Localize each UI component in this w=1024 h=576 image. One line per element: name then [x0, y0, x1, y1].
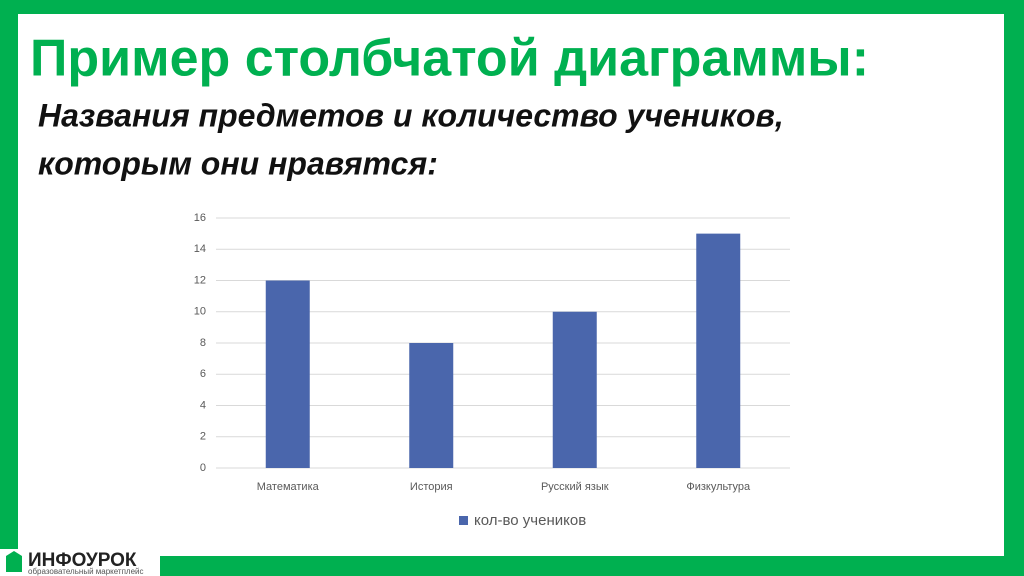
x-tick-label: Русский язык: [541, 481, 609, 493]
bar: [696, 233, 741, 468]
x-tick-label: Математика: [257, 481, 320, 493]
logo-box: [0, 549, 160, 576]
y-tick-label: 10: [194, 306, 206, 318]
legend-swatch: [459, 516, 468, 525]
x-tick-label: Физкультура: [686, 481, 751, 493]
logo-tagline: образовательный маркетплейс: [28, 567, 144, 576]
slide-subtitle: Названия предметов и количество учеников…: [38, 97, 784, 133]
slide-subtitle: которым они нравятся:: [38, 145, 438, 181]
y-tick-label: 14: [194, 243, 206, 255]
bar: [265, 280, 310, 468]
y-tick-label: 0: [200, 462, 206, 474]
slide-body: [18, 14, 1004, 556]
logo-icon: [6, 551, 22, 572]
legend-label: кол-во учеников: [474, 512, 586, 529]
bar: [552, 311, 597, 468]
bar: [409, 343, 454, 468]
chart: 0 2 4 6 8 10 12 14 16 Математика История Русский яз…: [194, 212, 790, 529]
logo-text: ИНФОУРОК: [28, 550, 137, 571]
slide-title: Пример столбчатой диаграммы:: [30, 30, 869, 88]
x-tick-label: История: [410, 481, 453, 493]
y-tick-label: 6: [200, 368, 206, 380]
y-tick-label: 8: [200, 337, 206, 349]
y-tick-label: 2: [200, 431, 206, 443]
y-tick-label: 16: [194, 212, 206, 224]
y-tick-label: 12: [194, 274, 206, 286]
y-tick-label: 4: [200, 399, 206, 411]
